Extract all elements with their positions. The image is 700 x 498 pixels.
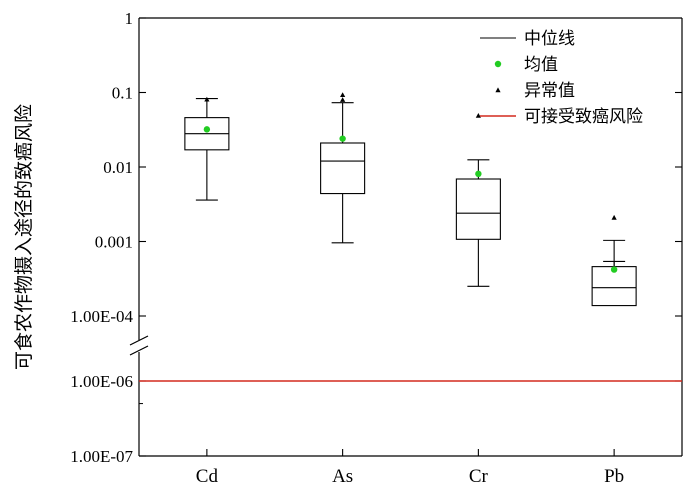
box-pb — [591, 214, 637, 307]
y-tick-label: 1.00E-06 — [70, 372, 133, 391]
mean-point — [339, 135, 346, 142]
y-tick-label: 1 — [125, 9, 134, 28]
legend-label: 异常值 — [524, 81, 575, 101]
box-as — [320, 92, 366, 244]
y-tick-label: 1.00E-07 — [70, 447, 133, 466]
x-tick-label: Cd — [196, 466, 219, 487]
box-cr — [455, 112, 501, 287]
x-tick-label: Pb — [604, 466, 624, 487]
mean-point — [610, 266, 618, 273]
outlier-point — [204, 96, 210, 102]
legend-label: 中位线 — [524, 29, 575, 49]
mean-point — [203, 126, 211, 133]
legend-label: 均值 — [524, 55, 558, 75]
legend-label: 可接受致癌风险 — [524, 107, 643, 127]
y-tick-label: 0.001 — [95, 233, 133, 252]
axis-break-mark-2 — [129, 345, 149, 356]
y-tick-label: 0.1 — [112, 84, 133, 103]
y-axis-label: 可食农作物摄入途径的致癌风险 — [13, 104, 35, 370]
mean-point — [475, 170, 482, 178]
legend-marker-circle — [494, 60, 502, 68]
iqr-box — [591, 266, 637, 307]
legend-marker-triangle — [495, 87, 501, 93]
y-tick-label: 0.01 — [103, 158, 133, 177]
axis-break-mark-1 — [129, 335, 149, 346]
iqr-box — [455, 178, 501, 240]
outlier-point — [611, 214, 617, 220]
outlier-point — [340, 92, 346, 98]
y-tick-label: 1.00E-04 — [70, 307, 133, 326]
outlier-point — [340, 97, 346, 102]
plot-area: 1 0.1 0.01 0.001 1.00E-04 1.00E-06 1.00E-07 Cd A… — [70, 9, 683, 487]
x-tick-label: As — [332, 466, 353, 487]
iqr-box — [320, 142, 366, 195]
outlier-point — [475, 112, 481, 118]
box-cd — [184, 96, 230, 201]
x-tick-label: Cr — [469, 466, 489, 487]
